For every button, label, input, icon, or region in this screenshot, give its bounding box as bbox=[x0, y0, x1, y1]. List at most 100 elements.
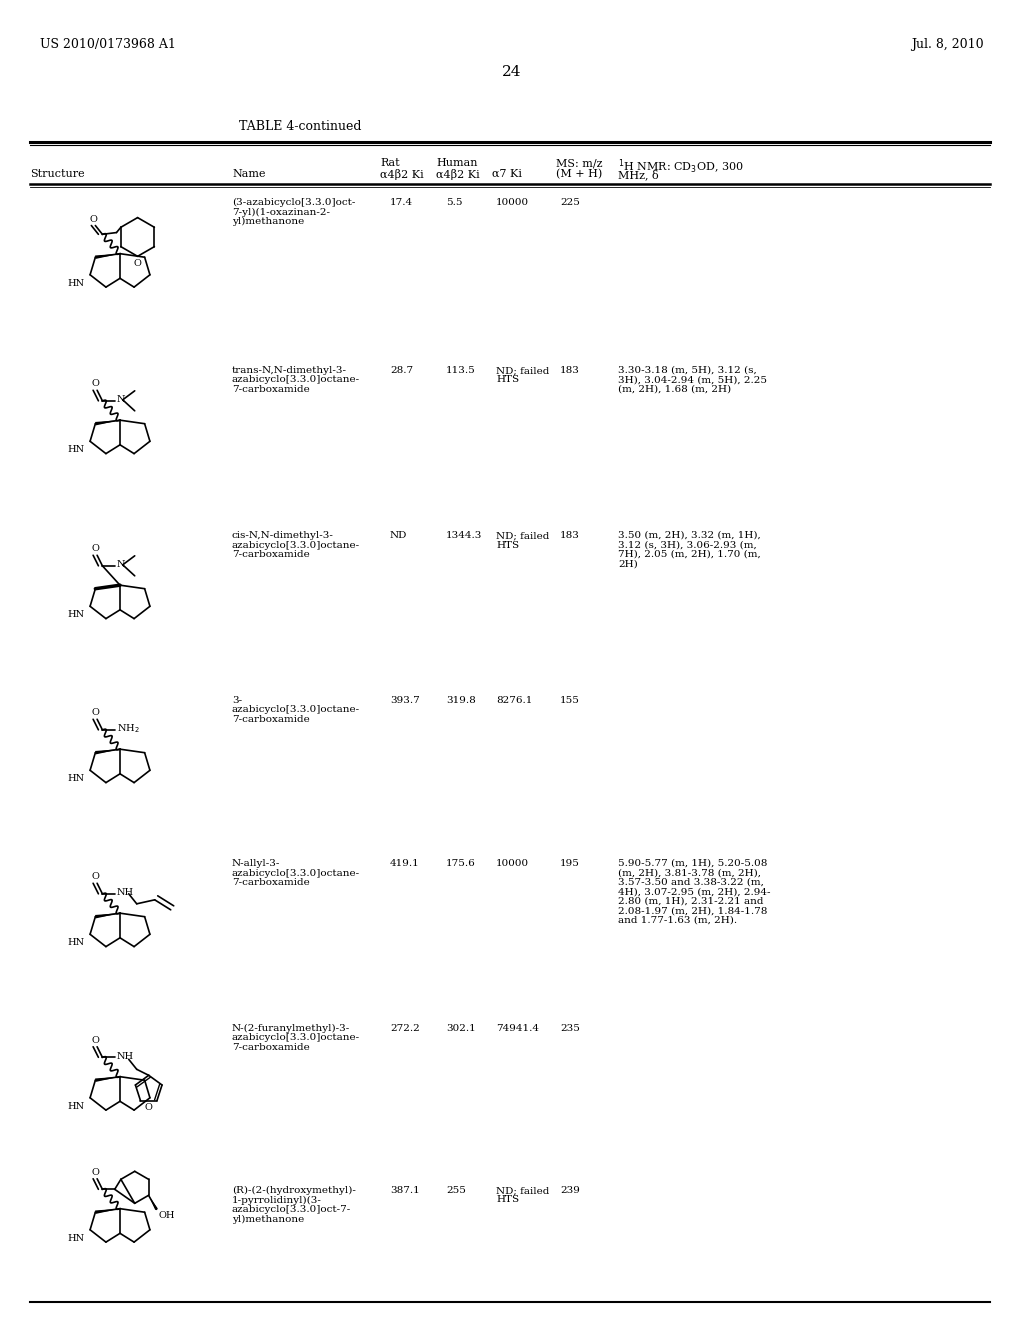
Text: 7-yl)(1-oxazinan-2-: 7-yl)(1-oxazinan-2- bbox=[232, 207, 330, 216]
Text: 272.2: 272.2 bbox=[390, 1024, 420, 1034]
Text: HN: HN bbox=[67, 279, 84, 288]
Text: 183: 183 bbox=[560, 366, 580, 375]
Text: azabicyclo[3.3.0]octane-: azabicyclo[3.3.0]octane- bbox=[232, 375, 360, 384]
Text: 7-carboxamide: 7-carboxamide bbox=[232, 385, 309, 393]
Text: NH: NH bbox=[117, 888, 134, 898]
Text: 2.08-1.97 (m, 2H), 1.84-1.78: 2.08-1.97 (m, 2H), 1.84-1.78 bbox=[618, 907, 767, 916]
Text: 419.1: 419.1 bbox=[390, 859, 420, 869]
Text: O: O bbox=[91, 544, 99, 553]
Text: 1344.3: 1344.3 bbox=[446, 531, 482, 540]
Text: Human: Human bbox=[436, 158, 477, 168]
Text: HN: HN bbox=[67, 1102, 84, 1111]
Text: HN: HN bbox=[67, 1234, 84, 1243]
Text: NH: NH bbox=[117, 1052, 134, 1061]
Text: 7H), 2.05 (m, 2H), 1.70 (m,: 7H), 2.05 (m, 2H), 1.70 (m, bbox=[618, 550, 761, 558]
Text: 155: 155 bbox=[560, 696, 580, 705]
Text: (m, 2H), 3.81-3.78 (m, 2H),: (m, 2H), 3.81-3.78 (m, 2H), bbox=[618, 869, 761, 878]
Text: Jul. 8, 2010: Jul. 8, 2010 bbox=[911, 38, 984, 51]
Text: N-(2-furanylmethyl)-3-: N-(2-furanylmethyl)-3- bbox=[232, 1024, 350, 1034]
Text: 10000: 10000 bbox=[496, 859, 529, 869]
Text: O: O bbox=[89, 215, 97, 223]
Text: Rat: Rat bbox=[380, 158, 399, 168]
Text: ND; failed: ND; failed bbox=[496, 531, 549, 540]
Text: azabicyclo[3.3.0]octane-: azabicyclo[3.3.0]octane- bbox=[232, 1034, 360, 1043]
Text: 1-pyrrolidinyl)(3-: 1-pyrrolidinyl)(3- bbox=[232, 1196, 322, 1205]
Text: TABLE 4-continued: TABLE 4-continued bbox=[239, 120, 361, 133]
Text: 175.6: 175.6 bbox=[446, 859, 476, 869]
Text: O: O bbox=[91, 379, 99, 388]
Text: ND; failed: ND; failed bbox=[496, 366, 549, 375]
Text: 7-carboxamide: 7-carboxamide bbox=[232, 550, 309, 558]
Text: 5.5: 5.5 bbox=[446, 198, 463, 207]
Text: HN: HN bbox=[67, 939, 84, 948]
Text: 24: 24 bbox=[502, 65, 522, 79]
Text: (M + H): (M + H) bbox=[556, 169, 602, 180]
Text: HN: HN bbox=[67, 445, 84, 454]
Text: O: O bbox=[91, 1168, 99, 1176]
Text: 239: 239 bbox=[560, 1185, 580, 1195]
Text: HN: HN bbox=[67, 775, 84, 783]
Text: α7 Ki: α7 Ki bbox=[492, 169, 522, 180]
Text: yl)methanone: yl)methanone bbox=[232, 1214, 304, 1224]
Text: 255: 255 bbox=[446, 1185, 466, 1195]
Text: yl)methanone: yl)methanone bbox=[232, 216, 304, 226]
Text: trans-N,N-dimethyl-3-: trans-N,N-dimethyl-3- bbox=[232, 366, 347, 375]
Text: N-allyl-3-: N-allyl-3- bbox=[232, 859, 281, 869]
Text: NH$_2$: NH$_2$ bbox=[117, 722, 139, 735]
Text: (R)-(2-(hydroxymethyl)-: (R)-(2-(hydroxymethyl)- bbox=[232, 1185, 356, 1195]
Text: azabicyclo[3.3.0]octane-: azabicyclo[3.3.0]octane- bbox=[232, 705, 360, 714]
Polygon shape bbox=[148, 1196, 158, 1210]
Text: O: O bbox=[91, 709, 99, 717]
Text: HN: HN bbox=[67, 610, 84, 619]
Text: cis-N,N-dimethyl-3-: cis-N,N-dimethyl-3- bbox=[232, 531, 334, 540]
Text: N: N bbox=[117, 395, 125, 404]
Text: 183: 183 bbox=[560, 531, 580, 540]
Text: 2.80 (m, 1H), 2.31-2.21 and: 2.80 (m, 1H), 2.31-2.21 and bbox=[618, 898, 764, 906]
Text: 3.30-3.18 (m, 5H), 3.12 (s,: 3.30-3.18 (m, 5H), 3.12 (s, bbox=[618, 366, 757, 375]
Text: 302.1: 302.1 bbox=[446, 1024, 476, 1034]
Polygon shape bbox=[95, 1209, 120, 1214]
Text: US 2010/0173968 A1: US 2010/0173968 A1 bbox=[40, 38, 176, 51]
Text: and 1.77-1.63 (m, 2H).: and 1.77-1.63 (m, 2H). bbox=[618, 916, 737, 925]
Text: 3.57-3.50 and 3.38-3.22 (m,: 3.57-3.50 and 3.38-3.22 (m, bbox=[618, 878, 764, 887]
Text: HTS: HTS bbox=[496, 375, 519, 384]
Text: 17.4: 17.4 bbox=[390, 198, 413, 207]
Text: 4H), 3.07-2.95 (m, 2H), 2.94-: 4H), 3.07-2.95 (m, 2H), 2.94- bbox=[618, 887, 770, 896]
Text: 3H), 3.04-2.94 (m, 5H), 2.25: 3H), 3.04-2.94 (m, 5H), 2.25 bbox=[618, 375, 767, 384]
Polygon shape bbox=[95, 420, 120, 425]
Text: Name: Name bbox=[232, 169, 265, 180]
Polygon shape bbox=[95, 253, 120, 259]
Text: 387.1: 387.1 bbox=[390, 1185, 420, 1195]
Text: 225: 225 bbox=[560, 198, 580, 207]
Text: 2H): 2H) bbox=[618, 560, 638, 569]
Text: MS: m/z: MS: m/z bbox=[556, 158, 602, 168]
Text: 3.50 (m, 2H), 3.32 (m, 1H),: 3.50 (m, 2H), 3.32 (m, 1H), bbox=[618, 531, 761, 540]
Text: O: O bbox=[91, 1036, 99, 1044]
Text: 235: 235 bbox=[560, 1024, 580, 1034]
Text: 28.7: 28.7 bbox=[390, 366, 413, 375]
Text: O: O bbox=[91, 873, 99, 882]
Text: 10000: 10000 bbox=[496, 198, 529, 207]
Text: 393.7: 393.7 bbox=[390, 696, 420, 705]
Text: 5.90-5.77 (m, 1H), 5.20-5.08: 5.90-5.77 (m, 1H), 5.20-5.08 bbox=[618, 859, 767, 869]
Text: 113.5: 113.5 bbox=[446, 366, 476, 375]
Text: 195: 195 bbox=[560, 859, 580, 869]
Text: 7-carboxamide: 7-carboxamide bbox=[232, 878, 309, 887]
Text: 3.12 (s, 3H), 3.06-2.93 (m,: 3.12 (s, 3H), 3.06-2.93 (m, bbox=[618, 540, 757, 549]
Text: 74941.4: 74941.4 bbox=[496, 1024, 539, 1034]
Text: α4β2 Ki: α4β2 Ki bbox=[436, 169, 480, 180]
Text: ND: ND bbox=[390, 531, 408, 540]
Text: 319.8: 319.8 bbox=[446, 696, 476, 705]
Polygon shape bbox=[95, 750, 120, 755]
Text: 7-carboxamide: 7-carboxamide bbox=[232, 715, 309, 723]
Text: 7-carboxamide: 7-carboxamide bbox=[232, 1043, 309, 1052]
Text: HTS: HTS bbox=[496, 1196, 519, 1204]
Text: azabicyclo[3.3.0]octane-: azabicyclo[3.3.0]octane- bbox=[232, 540, 360, 549]
Text: 3-: 3- bbox=[232, 696, 242, 705]
Text: ND; failed: ND; failed bbox=[496, 1185, 549, 1195]
Polygon shape bbox=[95, 1077, 120, 1082]
Text: N: N bbox=[117, 560, 125, 569]
Text: (m, 2H), 1.68 (m, 2H): (m, 2H), 1.68 (m, 2H) bbox=[618, 385, 731, 393]
Text: O: O bbox=[144, 1102, 153, 1111]
Text: azabicyclo[3.3.0]octane-: azabicyclo[3.3.0]octane- bbox=[232, 869, 360, 878]
